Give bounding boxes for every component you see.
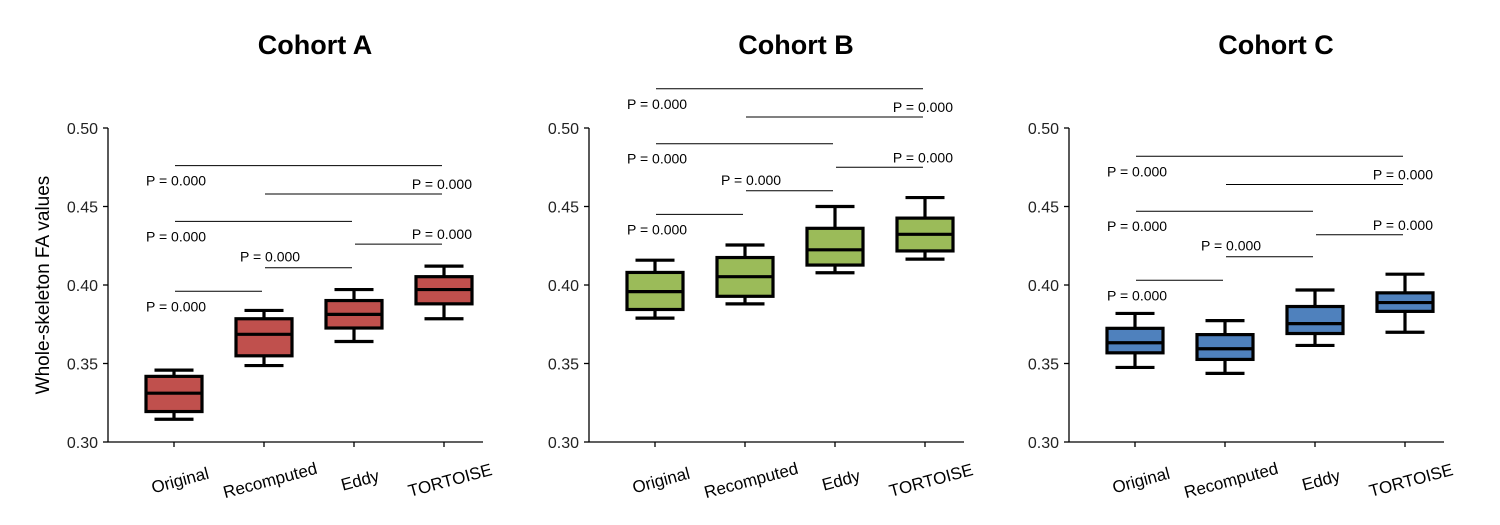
- chart-title: Cohort A: [258, 30, 372, 60]
- y-tick-label: 0.35: [1028, 357, 1059, 374]
- panel-cohort-a: Cohort A 0.30 0.35 0.40 0.45 0.50 Original Reco…: [67, 30, 494, 502]
- y-tick-label: 0.40: [548, 278, 579, 295]
- p-value-label: P = 0.000: [1107, 163, 1167, 179]
- y-axis-label: Whole-skeleton FA values: [33, 176, 54, 395]
- chart-title: Cohort B: [738, 30, 853, 60]
- y-tick-label: 0.40: [1028, 278, 1059, 295]
- p-value-label: P = 0.000: [1373, 167, 1433, 183]
- box-recomputed: [715, 243, 775, 306]
- box-recomputed: [234, 308, 294, 368]
- y-tick-label: 0.30: [67, 435, 98, 452]
- iqr-box: [1105, 326, 1165, 355]
- y-tick-label: 0.40: [67, 278, 98, 295]
- p-value-label: P = 0.000: [146, 298, 206, 314]
- p-value-label: P = 0.000: [893, 149, 953, 165]
- p-value-label: P = 0.000: [893, 99, 953, 115]
- p-value-label: P = 0.000: [146, 228, 206, 244]
- panel-cohort-c: Cohort C 0.30 0.35 0.40 0.45 0.50 Original Reco…: [1028, 30, 1455, 502]
- x-tick-label: Recomputed: [702, 459, 800, 502]
- x-tick-label: Eddy: [820, 466, 863, 495]
- x-tick-label: Original: [149, 464, 211, 498]
- x-tick-label: TORTOISE: [887, 460, 975, 501]
- x-tick-label: TORTOISE: [1367, 460, 1455, 501]
- x-tick-label: Original: [1110, 464, 1172, 498]
- box-eddy: [324, 287, 384, 344]
- x-tick-label: Original: [630, 464, 692, 498]
- box-recomputed: [1195, 319, 1255, 375]
- y-tick-label: 0.50: [67, 121, 98, 138]
- p-value-label: P = 0.000: [146, 173, 206, 189]
- p-value-label: P = 0.000: [1201, 238, 1261, 254]
- y-tick-label: 0.45: [67, 200, 98, 217]
- iqr-box: [1195, 333, 1255, 362]
- p-value-label: P = 0.000: [412, 226, 472, 242]
- y-tick-label: 0.30: [1028, 435, 1059, 452]
- x-tick-label: Recomputed: [221, 459, 319, 502]
- box-original: [144, 368, 204, 421]
- box-tortoise: [1375, 272, 1435, 334]
- iqr-box: [805, 226, 865, 267]
- p-value-label: P = 0.000: [627, 96, 687, 112]
- p-value-label: P = 0.000: [240, 249, 300, 265]
- y-tick-label: 0.50: [1028, 121, 1059, 138]
- p-value-label: P = 0.000: [1107, 218, 1167, 234]
- p-value-label: P = 0.000: [721, 172, 781, 188]
- y-tick-label: 0.35: [548, 357, 579, 374]
- box-eddy: [805, 204, 865, 275]
- chart-title: Cohort C: [1218, 30, 1333, 60]
- x-tick-label: Eddy: [1300, 466, 1343, 495]
- x-tick-label: Eddy: [339, 466, 382, 495]
- iqr-box: [234, 317, 294, 358]
- p-value-label: P = 0.000: [627, 151, 687, 167]
- y-tick-label: 0.30: [548, 435, 579, 452]
- p-value-label: P = 0.000: [1107, 287, 1167, 303]
- y-tick-label: 0.45: [548, 200, 579, 217]
- p-value-label: P = 0.000: [1373, 217, 1433, 233]
- box-tortoise: [414, 264, 474, 321]
- x-tick-label: Recomputed: [1182, 459, 1280, 502]
- panel-cohort-b: Cohort B 0.30 0.35 0.40 0.45 0.50 Original Reco…: [548, 30, 975, 502]
- box-tortoise: [895, 195, 955, 261]
- y-tick-label: 0.35: [67, 357, 98, 374]
- p-value-label: P = 0.000: [412, 176, 472, 192]
- box-original: [625, 258, 685, 320]
- x-tick-label: TORTOISE: [406, 460, 494, 501]
- p-value-label: P = 0.000: [627, 221, 687, 237]
- y-tick-label: 0.50: [548, 121, 579, 138]
- box-eddy: [1285, 288, 1345, 348]
- box-original: [1105, 311, 1165, 370]
- y-tick-label: 0.45: [1028, 200, 1059, 217]
- iqr-box: [1285, 304, 1345, 336]
